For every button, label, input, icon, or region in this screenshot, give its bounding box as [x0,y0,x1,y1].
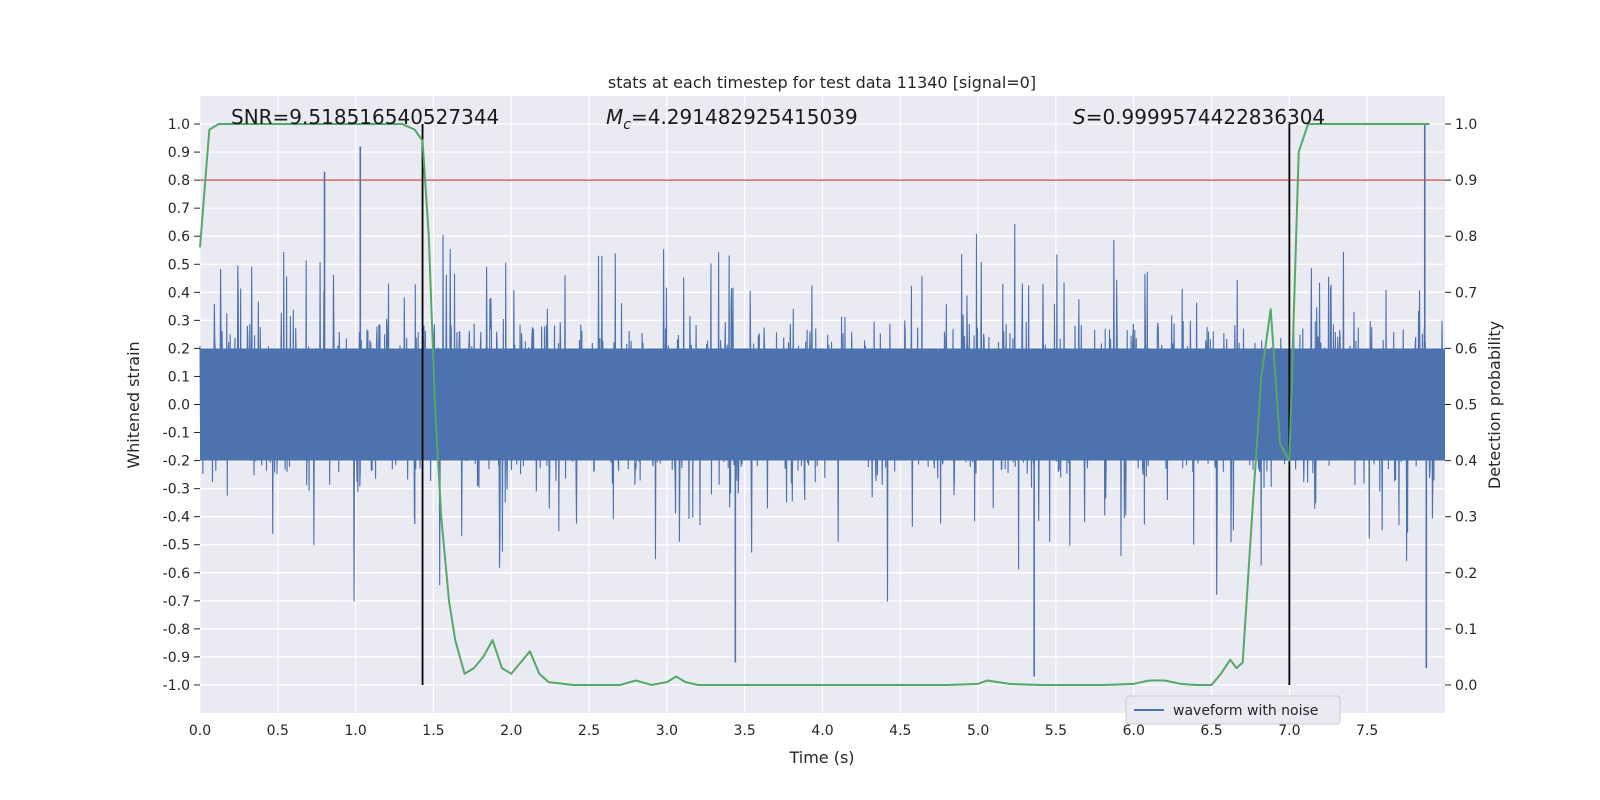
statistic-symbol: S [1073,105,1086,129]
waveform-core-band [200,348,1445,461]
legend: waveform with noise [1125,695,1341,725]
y-tick-label: 1.0 [168,117,190,133]
x-tick-label: 3.5 [734,723,756,739]
legend-box [1125,695,1341,725]
y-tick-label: 0.0 [168,398,190,414]
x-tick-label: 0.0 [189,723,211,739]
y-tick-label: 0.7 [168,201,190,217]
x-tick-label: 6.5 [1200,723,1222,739]
y-tick-label: 0.4 [168,285,190,301]
statistic-annotation: S=0.9999574422836304 [1073,105,1325,129]
x-tick-label: 6.0 [1123,723,1145,739]
detection-probability-line [199,123,1430,686]
y2-tick-label: 0.1 [1455,622,1477,638]
probability-series [199,123,1430,686]
x-tick-label: 4.0 [811,723,833,739]
y-tick-label: 0.3 [168,313,190,329]
chirp-mass-subscript: c [623,117,631,133]
y-tick-label: -0.4 [163,510,190,526]
statistic-value: =0.9999574422836304 [1086,105,1325,129]
x-tick-label: 3.0 [656,723,678,739]
chirp-mass-value: =4.291482925415039 [631,105,858,129]
y-tick-label: -0.6 [163,566,190,582]
snr-annotation: SNR=9.518516540527344 [231,105,499,129]
y-axis-label: Whitened strain [124,341,143,468]
y2-axis-ticks: 1.0 0.9 0.8 0.7 0.6 0.5 0.4 0.3 0.2 0.1 0.0 [1445,117,1477,694]
x-tick-label: 2.5 [578,723,600,739]
x-tick-label: 1.5 [422,723,444,739]
waveform-series [199,124,1445,677]
y-tick-label: -0.8 [163,622,190,638]
x-tick-label: 0.5 [267,723,289,739]
x-axis-ticks: 0.0 0.5 1.0 1.5 2.0 2.5 3.0 3.5 4.0 4.5 5.0 5.5 6.0 6… [189,723,1378,739]
overlay-lines [200,124,1445,685]
chirp-mass-symbol: M [606,105,623,129]
y2-tick-label: 0.7 [1455,285,1477,301]
x-axis-label: Time (s) [788,748,854,767]
chart-title: stats at each timestep for test data 113… [608,73,1036,92]
legend-label: waveform with noise [1173,703,1318,719]
y2-tick-label: 0.8 [1455,229,1477,245]
y-tick-label: 0.5 [168,257,190,273]
x-tick-label: 7.0 [1278,723,1300,739]
y2-tick-label: 0.3 [1455,510,1477,526]
x-tick-label: 5.0 [967,723,989,739]
y-tick-label: -0.5 [163,538,190,554]
y2-axis-label: Detection probability [1485,321,1504,489]
chirp-mass-annotation: Mc=4.291482925415039 [606,105,858,133]
y-tick-label: -0.1 [163,426,190,442]
y-tick-label: -0.9 [163,650,190,666]
y-tick-label: 0.9 [168,145,190,161]
y-axis-ticks: 1.0 0.9 0.8 0.7 0.6 0.5 0.4 0.3 0.2 0.1 0.0 -0.1 -0.… [163,117,200,694]
y-tick-label: -0.3 [163,482,190,498]
y-tick-label: 0.2 [168,341,190,357]
x-tick-label: 2.0 [500,723,522,739]
y2-tick-label: 0.5 [1455,398,1477,414]
y-tick-label: 0.8 [168,173,190,189]
y2-tick-label: 0.2 [1455,566,1477,582]
x-tick-label: 1.0 [344,723,366,739]
y-tick-label: 0.6 [168,229,190,245]
x-tick-label: 7.5 [1356,723,1378,739]
y2-tick-label: 0.9 [1455,173,1477,189]
x-tick-label: 4.5 [889,723,911,739]
y-tick-label: -0.7 [163,594,190,610]
y2-tick-label: 0.0 [1455,678,1477,694]
x-tick-label: 5.5 [1045,723,1067,739]
y2-tick-label: 0.4 [1455,454,1477,470]
y2-tick-label: 0.6 [1455,341,1477,357]
y-tick-label: -1.0 [163,678,190,694]
y-tick-label: -0.2 [163,454,190,470]
y2-tick-label: 1.0 [1455,117,1477,133]
y-tick-label: 0.1 [168,369,190,385]
